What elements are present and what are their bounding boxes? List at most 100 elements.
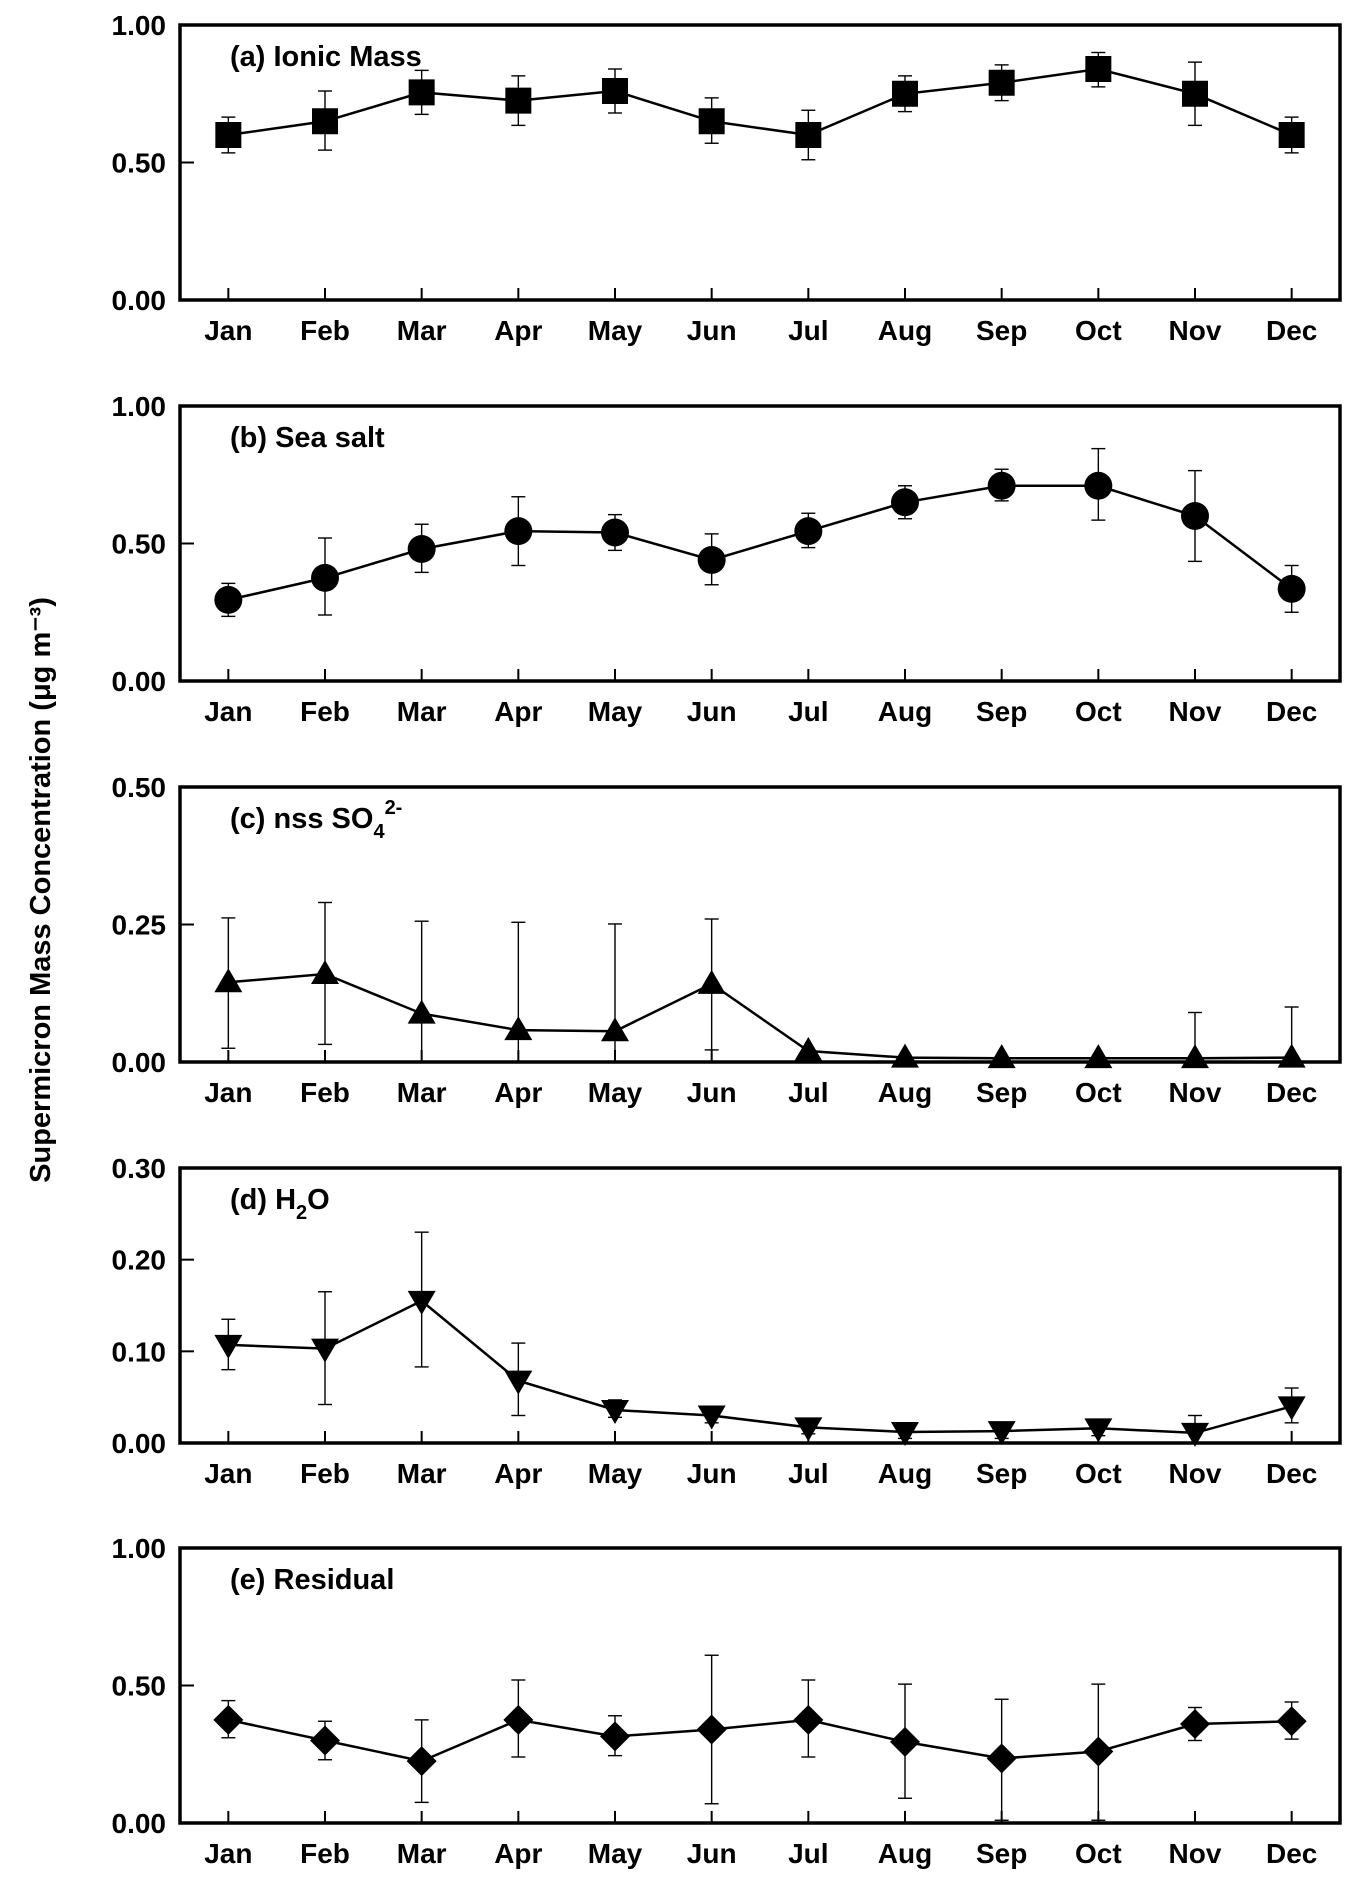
y-tick-label: 0.50 xyxy=(112,148,167,179)
x-tick-label: Nov xyxy=(1169,315,1222,346)
panel-title-subscript: 4 xyxy=(373,821,385,843)
series-line xyxy=(228,1299,1293,1435)
data-point-dec xyxy=(1277,1396,1306,1421)
data-point-oct xyxy=(1083,1736,1114,1767)
y-tick-label: 0.50 xyxy=(112,772,167,803)
x-tick-label: Jan xyxy=(204,1458,252,1489)
error-bar xyxy=(414,920,429,1062)
data-point-sep xyxy=(987,1044,1016,1069)
series-line xyxy=(228,972,1292,1060)
plot-frame xyxy=(178,23,1342,302)
x-tick-label: Jan xyxy=(204,696,252,727)
data-point-jun xyxy=(697,969,726,994)
data-point-dec xyxy=(1277,1043,1306,1068)
data-point-jan xyxy=(214,585,243,614)
plot-frame xyxy=(178,1166,1342,1445)
data-point-nov xyxy=(1180,1709,1210,1739)
panel-title-main: (c) nss SO xyxy=(230,803,373,835)
data-point-aug xyxy=(892,80,918,107)
y-tick-label: 0.00 xyxy=(112,1808,167,1839)
x-tick-label: May xyxy=(588,1458,643,1489)
x-tick-label: May xyxy=(588,1077,643,1108)
x-tick-label: Jun xyxy=(687,1838,737,1869)
x-tick-label: Mar xyxy=(397,315,447,346)
panel-e: 0.00 0.50 1.00 Jan Feb Mar Apr May Jun Jul Aug Sep O… xyxy=(112,1533,1342,1869)
y-tick-label: 0.30 xyxy=(112,1153,167,1184)
y-tick-label: 0.10 xyxy=(112,1336,167,1367)
x-tick-label: Jun xyxy=(687,1077,737,1108)
x-tick-label: Mar xyxy=(397,1077,447,1108)
error-bar xyxy=(608,923,622,1062)
y-tick-label: 1.00 xyxy=(112,10,167,41)
y-tick-label: 0.00 xyxy=(112,1428,167,1459)
data-point-jan xyxy=(214,1334,243,1359)
x-tick-label: Sep xyxy=(976,1838,1027,1869)
series-line xyxy=(228,484,1293,602)
data-point-apr xyxy=(504,1016,533,1041)
data-point-nov xyxy=(1181,1422,1209,1447)
x-tick-label: May xyxy=(588,315,643,346)
x-tick-label: Sep xyxy=(976,696,1027,727)
x-tick-label: Apr xyxy=(494,1838,542,1869)
x-tick-label: Dec xyxy=(1266,1458,1317,1489)
data-point-feb xyxy=(310,1725,340,1756)
x-tick-label: Sep xyxy=(976,315,1027,346)
panel-title: (a) Ionic Mass xyxy=(230,41,422,73)
data-point-mar xyxy=(407,1290,436,1315)
x-tick-label: Mar xyxy=(397,696,447,727)
panel-c: 0.00 0.25 0.50 Jan Feb Mar Apr May Jun Jul Aug Sep O… xyxy=(112,772,1342,1108)
y-tick-label: 0.00 xyxy=(112,285,167,316)
data-point-apr xyxy=(504,1370,533,1395)
data-point-dec xyxy=(1276,1706,1307,1737)
data-point-mar xyxy=(407,999,436,1024)
data-point-oct xyxy=(1084,1044,1113,1069)
data-point-feb xyxy=(312,108,338,135)
data-point-sep xyxy=(987,471,1016,500)
panel-title-main: (d) H xyxy=(230,1184,296,1216)
data-point-dec xyxy=(1277,574,1306,603)
data-point-jul xyxy=(794,517,823,546)
data-point-apr xyxy=(505,87,532,114)
x-tick-label: Apr xyxy=(494,1077,542,1108)
data-point-sep xyxy=(988,69,1015,96)
x-tick-label: Jan xyxy=(204,1077,252,1108)
data-point-nov xyxy=(1181,502,1209,530)
x-tick-label: Jul xyxy=(788,1077,828,1108)
x-tick-label: Apr xyxy=(494,1458,542,1489)
x-tick-label: Mar xyxy=(397,1458,447,1489)
error-bar xyxy=(511,921,526,1062)
x-tick-label: Feb xyxy=(300,315,350,346)
y-tick-label: 1.00 xyxy=(112,1533,167,1564)
y-tick-label: 1.00 xyxy=(112,391,167,422)
panel-title-tail: O xyxy=(307,1184,330,1216)
data-point-mar xyxy=(407,535,436,563)
data-point-aug xyxy=(891,488,919,517)
x-tick-label: Feb xyxy=(300,1077,350,1108)
data-point-aug xyxy=(891,1043,919,1068)
x-tick-label: Aug xyxy=(878,1838,932,1869)
data-point-aug xyxy=(891,1422,919,1446)
x-tick-label: Oct xyxy=(1075,1838,1122,1869)
data-point-oct xyxy=(1085,56,1112,82)
x-tick-label: May xyxy=(588,696,643,727)
data-point-sep xyxy=(986,1743,1017,1774)
data-point-jan xyxy=(214,968,243,993)
x-tick-label: Aug xyxy=(878,315,932,346)
panel-a: 0.00 0.50 1.00 Jan Feb Mar Apr May Jun Jul Aug Sep O… xyxy=(112,10,1342,346)
x-tick-label: May xyxy=(588,1838,643,1869)
panels: 0.00 0.50 1.00 Jan Feb Mar Apr May Jun Jul Aug Sep O… xyxy=(112,10,1342,1869)
data-point-nov xyxy=(1181,1044,1209,1069)
plot-frame xyxy=(178,404,1342,683)
data-point-sep xyxy=(987,1421,1016,1446)
x-tick-label: Aug xyxy=(878,1458,932,1489)
x-tick-label: Jul xyxy=(788,315,828,346)
y-tick-label: 0.50 xyxy=(112,1671,167,1702)
plot-frame xyxy=(178,1546,1342,1825)
data-point-jan xyxy=(215,122,242,148)
series-line xyxy=(228,1718,1292,1763)
data-point-may xyxy=(601,1400,629,1424)
data-point-aug xyxy=(890,1726,920,1757)
x-tick-label: Oct xyxy=(1075,315,1122,346)
y-tick-label: 0.00 xyxy=(112,1047,167,1078)
